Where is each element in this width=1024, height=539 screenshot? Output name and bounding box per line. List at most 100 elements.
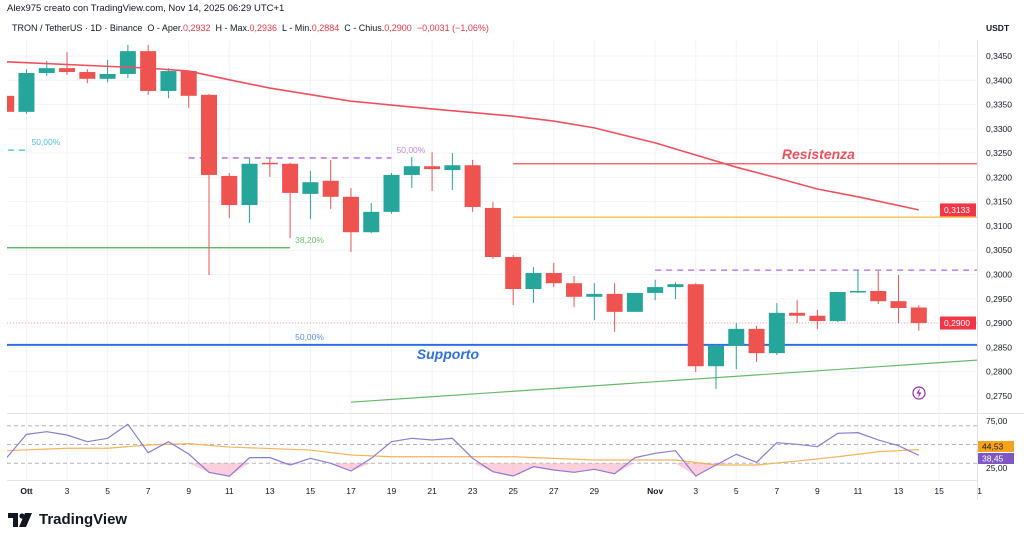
- candle: [322, 159, 339, 209]
- time-tick-label: 1: [977, 486, 982, 496]
- time-tick-label: 3: [693, 486, 698, 496]
- candle-body: [363, 211, 380, 233]
- price-badge: 0,2900: [944, 318, 970, 328]
- lightning-icon-circle: [912, 386, 926, 400]
- candle-body: [119, 51, 136, 74]
- candle-body: [302, 182, 319, 194]
- candle: [586, 283, 603, 321]
- candle: [59, 52, 76, 75]
- time-tick-label: 19: [387, 486, 397, 496]
- low-value: 0,2884: [311, 23, 340, 33]
- candle: [18, 69, 35, 114]
- candle: [221, 173, 238, 219]
- candle-body: [201, 94, 217, 175]
- candle-body: [566, 283, 583, 297]
- candle-body: [322, 180, 339, 197]
- annotation-label: Supporto: [417, 346, 480, 362]
- time-tick-label: 13: [265, 486, 275, 496]
- time-tick-label: 5: [105, 486, 110, 496]
- candle-body: [282, 163, 299, 193]
- rsi-oversold-fill: [7, 463, 919, 477]
- annotation-label: 38,20%: [295, 235, 324, 245]
- candle-body: [667, 284, 684, 288]
- time-tick-label: Ott: [20, 486, 32, 496]
- lightning-icon[interactable]: [912, 386, 926, 400]
- price-tick-label: 0,3350: [986, 100, 1012, 110]
- price-tick-label: 0,2950: [986, 294, 1012, 304]
- candle: [647, 279, 664, 301]
- candle: [789, 300, 806, 324]
- time-tick-label: 29: [590, 486, 600, 496]
- candle-body: [505, 256, 522, 290]
- candle-body: [7, 95, 15, 112]
- price-badge-bg: [940, 203, 976, 217]
- open-label: O - Aper.: [147, 23, 183, 33]
- candle: [829, 291, 846, 323]
- annotation-label: 50,00%: [31, 137, 60, 147]
- candle: [383, 173, 400, 214]
- annotation-label: 50,00%: [295, 332, 324, 342]
- chart-credit: Alex975 creato con TradingView.com, Nov …: [7, 3, 285, 14]
- candle: [180, 70, 197, 108]
- candle-body: [870, 290, 887, 302]
- rsi-tick-label: 75,00: [986, 416, 1008, 426]
- time-tick-label: 17: [346, 486, 356, 496]
- candle: [119, 44, 136, 78]
- candle-body: [586, 293, 603, 297]
- rsi-badge: 38,45: [982, 453, 1004, 463]
- time-tick-label: 11: [854, 486, 863, 496]
- candle-body: [545, 273, 562, 284]
- axes: 0,3450 0,3400 0,3350 0,3300 0,3250 0,3200 0,31…: [7, 40, 1024, 500]
- candle: [525, 267, 542, 304]
- candle: [687, 283, 704, 373]
- candle-body: [708, 345, 724, 367]
- candle: [606, 283, 623, 332]
- price-tick-label: 0,2900: [986, 318, 1012, 328]
- candle-body: [626, 292, 643, 312]
- candle: [545, 262, 562, 288]
- candle-body: [261, 162, 278, 165]
- candle-body: [160, 71, 177, 91]
- candle: [728, 323, 745, 370]
- close-value: 0,2900: [384, 23, 412, 33]
- trendline: [350, 359, 977, 403]
- candle: [363, 203, 380, 234]
- candle: [241, 157, 258, 224]
- candle: [201, 93, 217, 275]
- rsi-pane: [7, 423, 977, 477]
- candle: [7, 95, 15, 112]
- price-badge-bg: [940, 316, 976, 330]
- candle-body: [890, 301, 907, 308]
- candle-body: [18, 72, 35, 112]
- symbol-legend: TRON / TetherUS · 1D · Binance O - Aper.…: [12, 23, 489, 33]
- price-tick-label: 0,3250: [986, 148, 1012, 158]
- candle: [424, 152, 441, 191]
- time-tick-label: 15: [934, 486, 944, 496]
- tradingview-logo[interactable]: TradingView: [8, 511, 127, 528]
- candle-body: [59, 68, 76, 73]
- candle: [160, 68, 177, 99]
- moving-average-line: [7, 61, 919, 211]
- time-tick-label: 3: [65, 486, 70, 496]
- candle-body: [140, 51, 157, 91]
- candle-body: [241, 163, 258, 206]
- candle: [768, 303, 785, 356]
- open-value: 0,2932: [182, 23, 211, 33]
- price-tick-label: 0,3300: [986, 124, 1012, 134]
- tradingview-logo-icon: [8, 512, 32, 527]
- candle-body: [444, 165, 461, 171]
- candle: [505, 255, 522, 306]
- candle-body: [687, 284, 704, 367]
- main-pane: 50,00% 50,00% 38,20% 50,00% Resistenza Suppor…: [7, 44, 977, 403]
- candle-body: [829, 291, 846, 322]
- annotation-label: 50,00%: [397, 145, 426, 155]
- high-value: 0,2936: [249, 23, 278, 33]
- symbol-name: TRON / TetherUS · 1D · Binance: [12, 23, 143, 33]
- high-label: H - Max.: [215, 23, 250, 33]
- time-tick-label: 11: [225, 486, 234, 496]
- price-unit: USDT: [986, 23, 1010, 33]
- candle: [849, 270, 866, 293]
- time-tick-label: 7: [774, 486, 779, 496]
- annotation-label: Resistenza: [782, 146, 855, 162]
